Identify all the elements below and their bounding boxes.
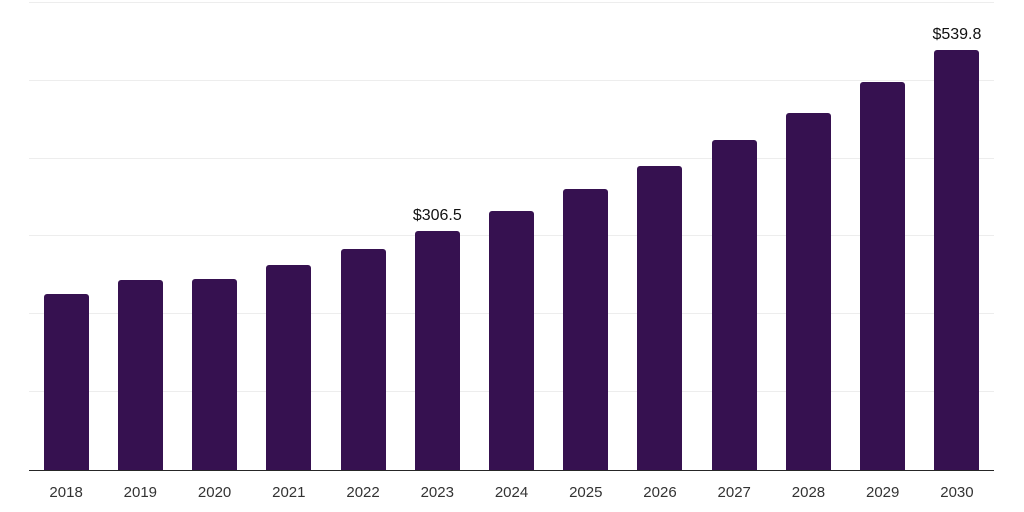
- bar-value-label-2030: $539.8: [932, 25, 982, 43]
- bar-2021[interactable]: [266, 265, 312, 470]
- bar-slot-2018: [29, 0, 103, 470]
- bar-2019[interactable]: [117, 280, 163, 470]
- bar-slot-2019: [103, 0, 177, 470]
- x-tick-label-2024: 2024: [494, 483, 529, 501]
- bar-2029[interactable]: [860, 82, 906, 470]
- x-tick-label-2027: 2027: [717, 483, 751, 501]
- bar-slot-2025: [549, 0, 623, 470]
- bar-2027[interactable]: [711, 140, 757, 470]
- bar-2018[interactable]: [43, 293, 89, 470]
- bar-slot-2030: $539.8: [920, 0, 994, 470]
- x-tick-label-2028: 2028: [791, 483, 826, 501]
- bar-slot-2020: [177, 0, 251, 470]
- x-tick-label-2025: 2025: [569, 483, 603, 501]
- x-tick-label-2023: 2023: [420, 483, 454, 501]
- bar-2030[interactable]: [934, 49, 980, 470]
- bar-slot-2024: [474, 0, 548, 470]
- bar-2026[interactable]: [637, 165, 683, 470]
- x-tick-label-2020: 2020: [197, 483, 232, 501]
- bar-2023[interactable]: [414, 231, 460, 470]
- x-tick-label-2018: 2018: [49, 483, 83, 501]
- x-tick-label-2021: 2021: [272, 483, 306, 501]
- bar-slot-2023: $306.5: [400, 0, 474, 470]
- bar-2025[interactable]: [563, 189, 609, 470]
- x-tick-label-2030: 2030: [940, 483, 974, 501]
- bar-slot-2027: [697, 0, 771, 470]
- bar-2022[interactable]: [340, 248, 386, 470]
- x-tick-label-2026: 2026: [643, 483, 677, 501]
- x-tick-label-2022: 2022: [346, 483, 380, 501]
- bar-2020[interactable]: [192, 279, 238, 470]
- bar-slot-2028: [771, 0, 845, 470]
- bar-slot-2029: [846, 0, 920, 470]
- bar-2024[interactable]: [489, 211, 535, 470]
- x-tick-label-2029: 2029: [866, 483, 900, 501]
- plot-area: $306.5 $539.8: [29, 0, 994, 471]
- bar-slot-2022: [326, 0, 400, 470]
- bar-slot-2026: [623, 0, 697, 470]
- x-tick-label-2019: 2019: [123, 483, 158, 501]
- x-axis-ticks: 2018 2019 2020 2021 2022 2023 2024 2025 2026 2027…: [29, 472, 994, 502]
- bar-value-label-2023: $306.5: [412, 207, 462, 225]
- bar-2028[interactable]: [785, 112, 831, 470]
- bar-slot-2021: [252, 0, 326, 470]
